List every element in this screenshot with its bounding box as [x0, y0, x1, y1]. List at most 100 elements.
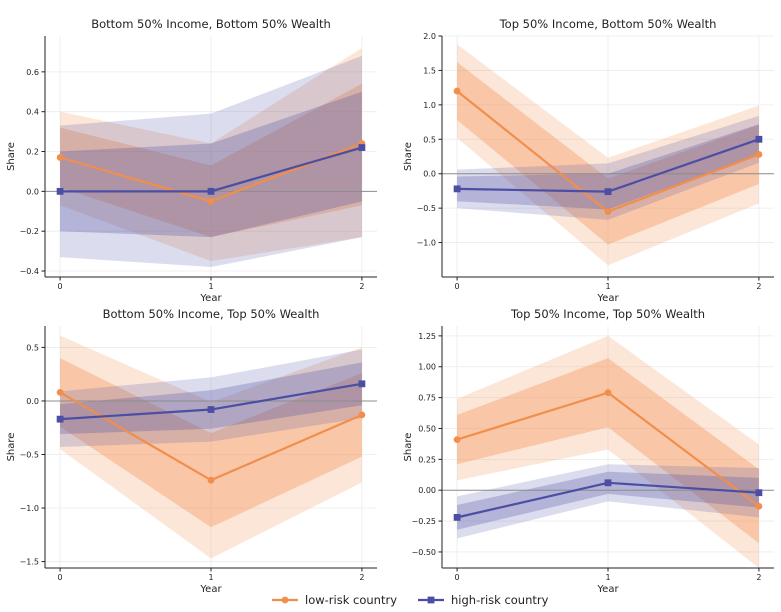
x-axis-label: Year — [199, 584, 222, 595]
y-tick-label: −1.5 — [20, 558, 39, 567]
y-tick-label: 2.0 — [423, 32, 436, 41]
y-tick-label: 0.0 — [26, 397, 39, 406]
legend-entry-low-risk: low-risk country — [272, 593, 397, 607]
high-risk-point — [56, 415, 64, 423]
y-axis-label: Share — [6, 433, 17, 462]
high-risk-point — [358, 144, 366, 151]
x-tick-label: 1 — [208, 573, 213, 582]
y-tick-label: −0.50 — [411, 548, 436, 557]
high-risk-point — [755, 135, 763, 143]
high-risk-point — [207, 406, 215, 413]
panel-title: Bottom 50% Income, Bottom 50% Wealth — [91, 17, 331, 31]
low-risk-point — [453, 87, 461, 95]
y-tick-label: 1.00 — [418, 363, 436, 372]
x-tick-label: 0 — [58, 282, 63, 291]
panel-4: −0.50 −0.25 0.00 0.25 0.50 0.75 1.00 1.25 0 1 2 Top… — [403, 307, 774, 595]
y-tick-label: 1.5 — [423, 66, 436, 75]
y-tick-label: −0.5 — [417, 204, 436, 213]
high-risk-point — [453, 513, 461, 521]
y-tick-label: 0.25 — [418, 455, 436, 464]
low-risk-point — [604, 389, 612, 397]
x-tick-label: 0 — [455, 573, 460, 582]
x-tick-label: 2 — [359, 573, 364, 582]
low-risk-outer-band — [457, 335, 759, 568]
panel-title: Bottom 50% Income, Top 50% Wealth — [103, 307, 320, 321]
y-tick-label: 0.00 — [418, 486, 436, 495]
low-risk-point — [56, 388, 64, 396]
y-tick-label: 0.50 — [418, 424, 436, 433]
legend-label-high-risk: high-risk country — [451, 593, 549, 607]
legend-entry-high-risk: high-risk country — [418, 593, 549, 607]
x-tick-label: 0 — [455, 282, 460, 291]
y-tick-label: 0.0 — [26, 187, 39, 196]
low-risk-point — [755, 502, 763, 510]
high-risk-outer-band — [457, 115, 759, 220]
low-risk-point — [56, 154, 64, 161]
y-tick-label: 0.6 — [26, 68, 39, 77]
low-risk-point — [358, 411, 366, 419]
high-risk-point — [207, 187, 215, 195]
high-risk-point — [358, 380, 366, 388]
y-tick-label: 0.75 — [418, 394, 436, 403]
low-risk-inner-band — [60, 83, 362, 238]
y-tick-label: 0.4 — [26, 108, 39, 117]
y-tick-label: 1.25 — [418, 332, 436, 341]
low-risk-outer-band — [457, 44, 759, 266]
high-risk-outer-band — [60, 349, 362, 447]
high-risk-point — [604, 188, 612, 196]
x-tick-label: 1 — [208, 282, 213, 291]
high-risk-point — [453, 185, 461, 193]
x-tick-label: 2 — [756, 573, 761, 582]
low-risk-point — [453, 436, 461, 443]
low-risk-outer-band — [60, 47, 362, 262]
low-risk-outer-band — [60, 335, 362, 559]
y-tick-label: −0.25 — [411, 517, 436, 526]
panel-title: Top 50% Income, Top 50% Wealth — [510, 307, 705, 321]
low-risk-inner-band — [60, 358, 362, 528]
y-tick-label: −1.0 — [417, 239, 436, 248]
x-axis-label: Year — [596, 584, 619, 595]
high-risk-point — [604, 479, 612, 487]
y-axis-label: Share — [403, 142, 414, 171]
legend-label-low-risk: low-risk country — [305, 593, 397, 607]
y-tick-label: 0.5 — [423, 135, 436, 144]
legend: low-risk country high-risk country — [272, 593, 549, 607]
x-axis-label: Year — [596, 293, 619, 304]
legend-marker-low-risk — [281, 596, 289, 604]
y-tick-label: 0.2 — [26, 148, 39, 157]
y-tick-label: −0.4 — [20, 267, 39, 276]
high-risk-point — [56, 187, 64, 195]
high-risk-outer-band — [457, 464, 759, 539]
y-tick-label: −0.5 — [20, 450, 39, 459]
high-risk-inner-band — [457, 471, 759, 530]
high-risk-inner-band — [457, 124, 759, 210]
panels: −0.4 −0.2 0.0 0.2 0.4 0.6 0 1 2 Bottom 50% Income… — [6, 17, 774, 595]
y-tick-label: −0.2 — [20, 227, 39, 236]
panel-3: −1.5 −1.0 −0.5 0.0 0.5 0 1 2 Bottom 50% Income, … — [6, 307, 377, 595]
panel-1: −0.4 −0.2 0.0 0.2 0.4 0.6 0 1 2 Bottom 50% Income… — [6, 17, 377, 304]
low-risk-inner-band — [457, 62, 759, 245]
legend-marker-high-risk — [427, 596, 435, 604]
y-tick-label: 0.0 — [423, 170, 436, 179]
low-risk-point — [604, 208, 612, 215]
low-risk-point — [207, 476, 215, 484]
y-axis-label: Share — [403, 433, 414, 462]
low-risk-inner-band — [457, 358, 759, 544]
x-tick-label: 1 — [605, 573, 610, 582]
high-risk-point — [755, 489, 763, 497]
y-tick-label: 0.5 — [26, 343, 39, 352]
high-risk-inner-band — [60, 91, 362, 238]
x-tick-label: 1 — [605, 282, 610, 291]
panel-2: −1.0 −0.5 0.0 0.5 1.0 1.5 2.0 0 1 2 Top 50% Income… — [403, 17, 774, 304]
y-tick-label: −1.0 — [20, 504, 39, 513]
high-risk-outer-band — [60, 55, 362, 268]
high-risk-inner-band — [60, 362, 362, 435]
panel-title: Top 50% Income, Bottom 50% Wealth — [499, 17, 717, 31]
y-axis-label: Share — [6, 142, 17, 171]
x-tick-label: 2 — [756, 282, 761, 291]
low-risk-point — [207, 197, 215, 205]
y-tick-label: 1.0 — [423, 101, 436, 110]
x-axis-label: Year — [199, 293, 222, 304]
x-tick-label: 0 — [58, 573, 63, 582]
